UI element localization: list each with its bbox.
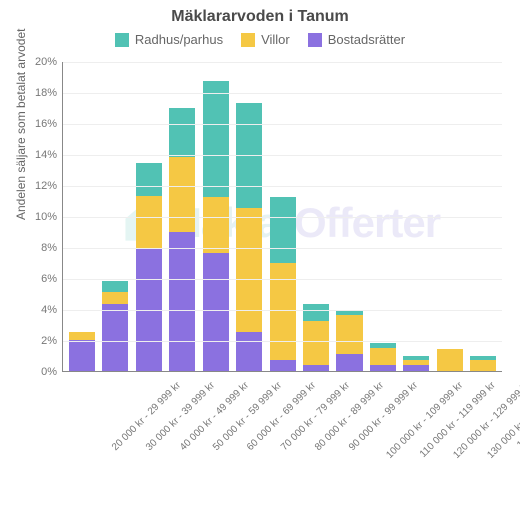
y-tick: 18% [35,87,63,99]
bar-segment-radhus [203,81,229,197]
bar-stack [236,103,262,371]
gridline [63,124,502,125]
y-tick: 4% [41,304,63,316]
bar-stack [370,343,396,371]
plot: MäklarOfferter 0%2%4%6%8%10%12%14%16%18%… [62,62,502,372]
bar-segment-radhus [270,197,296,262]
bar-stack [136,163,162,371]
legend-swatch [115,33,129,47]
bar-stack [470,356,496,371]
gridline [63,62,502,63]
bar-segment-villor [169,157,195,231]
bar-segment-bostad [303,365,329,371]
bar-segment-villor [203,197,229,253]
y-axis-label: Andelen säljare som betalat arvodet [14,29,28,220]
y-tick: 2% [41,335,63,347]
y-tick: 10% [35,211,63,223]
y-tick: 0% [41,366,63,378]
bar-stack [437,349,463,371]
bar-segment-radhus [303,304,329,321]
gridline [63,186,502,187]
bar-segment-bostad [370,365,396,371]
bar-segment-radhus [102,281,128,292]
bar-segment-villor [336,315,362,354]
bar-segment-bostad [69,340,95,371]
bar-segment-villor [236,208,262,332]
y-tick: 20% [35,56,63,68]
bar-segment-bostad [236,332,262,371]
y-tick: 8% [41,242,63,254]
y-tick: 12% [35,180,63,192]
gridline [63,248,502,249]
gridline [63,310,502,311]
gridline [63,341,502,342]
bar-segment-bostad [403,365,429,371]
chart-title: Mäklararvoden i Tanum [0,0,520,26]
bar-stack [270,197,296,371]
legend-label: Villor [261,32,290,47]
legend-item-radhus: Radhus/parhus [115,32,223,47]
bar-stack [403,356,429,371]
bar-segment-villor [437,349,463,371]
bar-stack [102,281,128,371]
bar-stack [169,108,195,371]
bar-segment-villor [136,196,162,249]
bar-segment-villor [270,263,296,361]
x-axis-labels: 20 000 kr - 29 999 kr30 000 kr - 39 999 … [62,374,502,504]
bar-segment-villor [303,321,329,364]
legend-label: Bostadsrätter [328,32,405,47]
legend-swatch [308,33,322,47]
bar-segment-villor [370,348,396,365]
legend-item-villor: Villor [241,32,290,47]
legend-label: Radhus/parhus [135,32,223,47]
y-tick: 16% [35,118,63,130]
legend: Radhus/parhus Villor Bostadsrätter [0,32,520,47]
gridline [63,217,502,218]
gridline [63,93,502,94]
bar-segment-bostad [169,232,195,372]
bar-stack [69,332,95,371]
bar-segment-villor [470,360,496,371]
bar-segment-radhus [136,163,162,196]
legend-item-bostad: Bostadsrätter [308,32,405,47]
bar-stack [303,304,329,371]
bar-segment-bostad [102,304,128,371]
bar-segment-bostad [270,360,296,371]
bar-segment-bostad [203,253,229,371]
y-tick: 6% [41,273,63,285]
bar-segment-radhus [169,108,195,158]
chart-plot-area: MäklarOfferter 0%2%4%6%8%10%12%14%16%18%… [62,62,502,372]
y-tick: 14% [35,149,63,161]
bar-segment-villor [69,332,95,340]
gridline [63,279,502,280]
bar-segment-bostad [336,354,362,371]
legend-swatch [241,33,255,47]
gridline [63,155,502,156]
bar-segment-villor [102,292,128,304]
